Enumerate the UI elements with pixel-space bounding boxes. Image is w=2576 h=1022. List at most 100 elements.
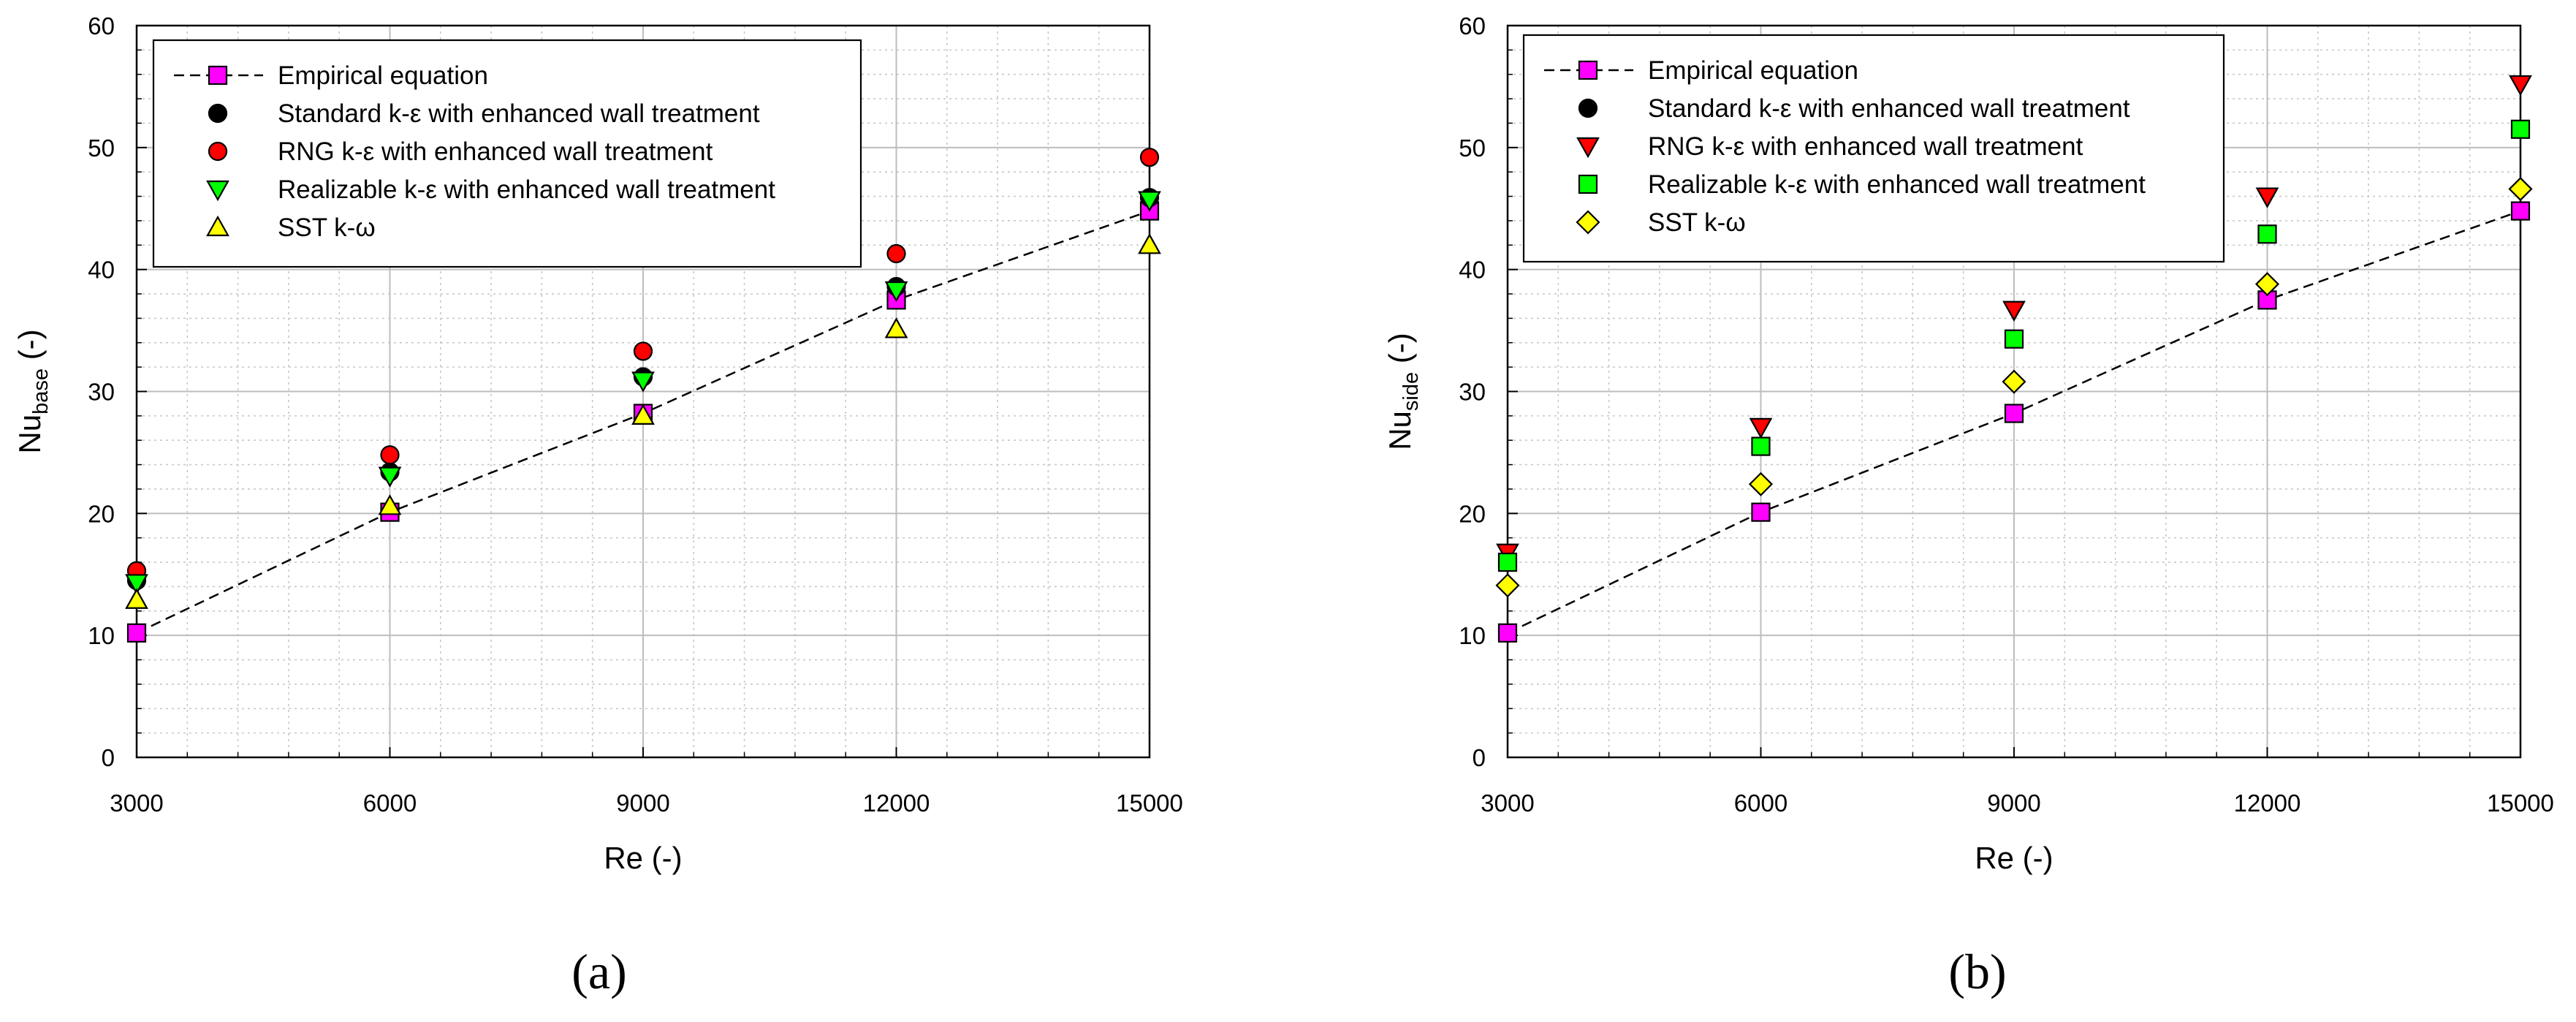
legend-box <box>1522 34 2225 263</box>
x-axis-label: Re (-) <box>1975 841 2053 875</box>
y-label-suffix: (-) <box>1383 333 1417 372</box>
data-point <box>631 404 655 425</box>
legend-marker <box>1576 137 1600 159</box>
data-point <box>378 466 402 488</box>
x-tick-label: 6000 <box>1734 790 1787 817</box>
series-4 <box>125 233 1161 609</box>
panel-caption: (a) <box>571 944 626 999</box>
y-axis-label: Nuside (-) <box>1383 333 1423 450</box>
x-tick-label: 9000 <box>1987 790 2040 817</box>
y-axis-label: Nubase (-) <box>12 329 53 453</box>
x-tick-label: 12000 <box>2234 790 2301 817</box>
legend-marker <box>208 141 228 162</box>
legend-label: Realizable k-ε with enhanced wall treatm… <box>278 175 775 204</box>
data-point <box>1751 436 1771 456</box>
y-tick-label: 60 <box>88 12 115 39</box>
series-3 <box>125 191 1161 595</box>
legend-marker <box>1576 210 1600 235</box>
data-point <box>380 445 400 465</box>
data-point <box>2510 119 2531 139</box>
legend-marker <box>208 103 228 124</box>
data-point <box>884 317 908 338</box>
data-point <box>1138 191 1161 212</box>
y-label-subscript: side <box>1399 372 1423 411</box>
data-point <box>2004 404 2024 423</box>
data-point <box>126 623 147 643</box>
y-tick-label: 10 <box>1459 622 1486 649</box>
x-tick-label: 3000 <box>110 790 163 817</box>
data-point <box>2509 75 2532 96</box>
y-tick-label: 30 <box>88 379 115 406</box>
data-point <box>125 574 148 595</box>
data-point <box>125 588 148 609</box>
y-tick-label: 30 <box>1459 379 1486 406</box>
legend-label: Empirical equation <box>1648 56 1858 85</box>
data-point <box>2508 177 2533 202</box>
x-tick-label: 15000 <box>2487 790 2554 817</box>
x-tick-label: 3000 <box>1481 790 1534 817</box>
panel-caption: (b) <box>1948 944 2006 999</box>
data-point <box>1749 417 1773 439</box>
legend-marker <box>1578 174 1598 194</box>
grid <box>1507 25 2521 758</box>
legend-box <box>152 39 862 268</box>
series-3 <box>1497 119 2531 572</box>
data-point <box>633 341 653 361</box>
data-point <box>2254 272 2280 297</box>
data-point <box>1751 502 1771 522</box>
data-point <box>2002 300 2026 322</box>
data-point <box>2510 201 2531 221</box>
y-tick-label: 0 <box>102 744 115 771</box>
data-point <box>1495 573 1520 598</box>
x-tick-label: 9000 <box>616 790 669 817</box>
legend-marker <box>206 180 229 202</box>
legend-label: SST k-ω <box>1648 208 1746 237</box>
data-point <box>1139 148 1160 167</box>
y-tick-label: 60 <box>1459 12 1486 39</box>
legend-label: RNG k-ε with enhanced wall treatment <box>1648 132 2083 161</box>
y-tick-label: 10 <box>88 622 115 649</box>
data-point <box>2257 224 2277 244</box>
data-point <box>884 281 908 303</box>
data-point <box>2255 187 2279 208</box>
legend-label: Standard k-ε with enhanced wall treatmen… <box>278 99 760 128</box>
y-tick-label: 50 <box>1459 135 1486 162</box>
legend-label: Realizable k-ε with enhanced wall treatm… <box>1648 170 2146 199</box>
legend: Empirical equation Standard k-ε with enha… <box>1522 34 2225 263</box>
data-point <box>2002 369 2026 394</box>
y-tick-label: 50 <box>88 135 115 162</box>
legend: Empirical equation Standard k-ε with enha… <box>152 39 862 268</box>
data-point <box>2004 329 2024 349</box>
legend-label: SST k-ω <box>278 213 376 242</box>
data-point <box>631 371 655 393</box>
data-point <box>1497 552 1518 572</box>
y-tick-label: 20 <box>1459 500 1486 527</box>
y-label-main: Nu <box>1383 411 1417 450</box>
legend-marker <box>208 65 228 86</box>
legend-label: Standard k-ε with enhanced wall treatmen… <box>1648 94 2130 123</box>
y-label-suffix: (-) <box>12 329 47 368</box>
y-tick-label: 40 <box>1459 257 1486 284</box>
x-tick-label: 15000 <box>1116 790 1183 817</box>
legend-label: Empirical equation <box>278 61 488 90</box>
x-axis-label: Re (-) <box>604 841 682 875</box>
y-label-main: Nu <box>12 415 47 454</box>
legend-label: RNG k-ε with enhanced wall treatment <box>278 137 713 166</box>
x-tick-label: 12000 <box>863 790 930 817</box>
y-tick-label: 40 <box>88 257 115 284</box>
chart-panel-b: 0 10 20 30 40 50 60 3000 6000 9000 12000 15000 Re (-… <box>1383 12 2554 999</box>
data-point <box>378 494 402 515</box>
y-tick-label: 20 <box>88 500 115 527</box>
series-2 <box>1496 75 2532 564</box>
y-tick-label: 0 <box>1473 744 1486 771</box>
series-4 <box>1495 177 2533 598</box>
y-label-subscript: base <box>29 368 53 415</box>
data-point <box>886 243 906 264</box>
legend-marker <box>1578 60 1598 80</box>
legend-marker <box>1578 98 1598 118</box>
x-tick-label: 6000 <box>363 790 417 817</box>
legend-marker <box>206 215 229 237</box>
data-point <box>1497 623 1518 643</box>
data-point <box>1748 472 1774 496</box>
